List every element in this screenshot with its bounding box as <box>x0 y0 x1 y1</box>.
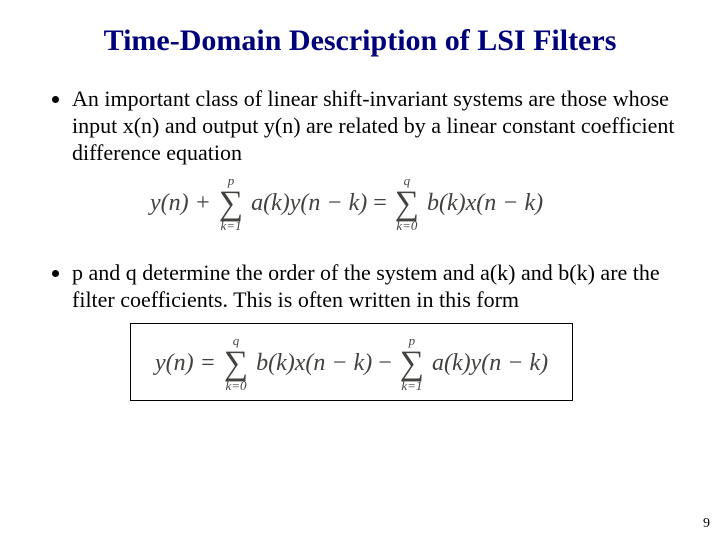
eq2-sum-a-lower: k=1 <box>400 379 424 393</box>
bullet-1-text: An important class of linear shift-invar… <box>72 86 675 165</box>
equation-1-content: y(n) + p ∑ k=1 a(k)y(n − k) = q ∑ k=0 b(… <box>150 190 543 216</box>
sigma-icon: ∑ <box>219 189 243 220</box>
bullet-1: An important class of linear shift-invar… <box>72 86 676 234</box>
sum-icon: p ∑ k=1 <box>219 174 243 233</box>
bullet-list: An important class of linear shift-invar… <box>44 86 676 401</box>
bullet-2: p and q determine the order of the syste… <box>72 260 676 401</box>
sum-icon: q ∑ k=0 <box>224 334 248 393</box>
equation-2-content: y(n) = q ∑ k=0 b(k)x(n − k) − p ∑ k=1 a(… <box>155 349 548 375</box>
eq1-mid-b: b(k)x(n − k) <box>427 189 543 218</box>
eq2-mid-b: b(k)x(n − k) <box>256 349 372 378</box>
eq1-lhs-pre: y(n) + <box>150 189 211 218</box>
eq2-sum-b-lower: k=0 <box>224 379 248 393</box>
sigma-icon: ∑ <box>400 349 424 380</box>
slide: Time-Domain Description of LSI Filters A… <box>0 0 720 540</box>
slide-title: Time-Domain Description of LSI Filters <box>44 24 676 58</box>
equation-1: y(n) + p ∑ k=1 a(k)y(n − k) = q ∑ k=0 b(… <box>150 174 676 233</box>
sigma-icon: ∑ <box>224 349 248 380</box>
bullet-2-text: p and q determine the order of the syste… <box>72 260 660 312</box>
equation-2-box: y(n) = q ∑ k=0 b(k)x(n − k) − p ∑ k=1 a(… <box>130 323 573 400</box>
eq1-equals: = <box>373 189 387 218</box>
sigma-icon: ∑ <box>395 189 419 220</box>
page-number: 9 <box>703 516 710 532</box>
eq1-mid-a: a(k)y(n − k) <box>251 189 367 218</box>
sum-icon: q ∑ k=0 <box>395 174 419 233</box>
eq2-mid-a: a(k)y(n − k) <box>432 349 548 378</box>
eq2-minus: − <box>378 349 392 378</box>
eq1-sum-a-lower: k=1 <box>219 219 243 233</box>
eq1-sum-b-lower: k=0 <box>395 219 419 233</box>
eq2-lhs-pre: y(n) = <box>155 349 216 378</box>
sum-icon: p ∑ k=1 <box>400 334 424 393</box>
